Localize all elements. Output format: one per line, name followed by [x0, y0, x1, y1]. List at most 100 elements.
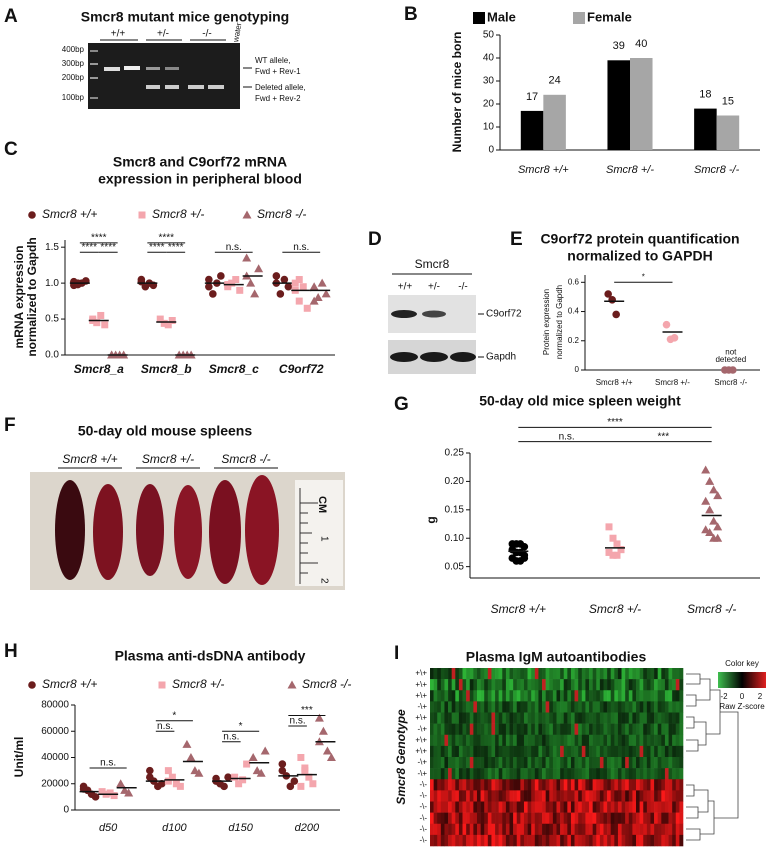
heatmap-cell	[462, 823, 467, 836]
heatmap-cell	[473, 834, 478, 847]
heatmap-cell	[484, 812, 489, 825]
heatmap-cell	[531, 701, 536, 713]
heatmap-cell	[628, 690, 633, 702]
heatmap-cell	[480, 734, 485, 747]
panel-label: F	[4, 415, 16, 436]
heatmap-cell	[542, 757, 546, 769]
y-tick-label: 0.0	[45, 350, 59, 361]
heatmap-cell	[632, 823, 637, 836]
heatmap-cell	[643, 701, 648, 713]
heatmap-cell	[495, 779, 499, 791]
heatmap-cell	[520, 745, 525, 758]
heatmap-cell	[527, 668, 532, 680]
x-tick-label: Smcr8_b	[141, 362, 192, 376]
heatmap-cell	[552, 701, 557, 713]
heatmap-cell	[473, 679, 478, 691]
heatmap-cell	[448, 701, 452, 713]
heatmap-cell	[672, 734, 677, 747]
heatmap-cell	[560, 745, 565, 758]
heatmap-cell	[466, 812, 471, 825]
heatmap-cell	[516, 745, 521, 758]
heatmap-cell	[578, 812, 583, 825]
legend-label: Smcr8 -/-	[257, 207, 306, 221]
heatmap-cell	[502, 734, 507, 747]
heatmap-cell	[578, 723, 583, 736]
heatmap-cell	[570, 723, 575, 736]
heatmap-cell	[495, 690, 499, 702]
heatmap-cell	[458, 779, 463, 791]
heatmap-cell	[538, 768, 543, 780]
data-point	[278, 766, 287, 775]
data-point	[609, 534, 617, 542]
heatmap-cell	[654, 668, 658, 680]
heatmap-cell	[614, 823, 619, 836]
panel-label: I	[394, 643, 399, 664]
heatmap-cell	[469, 668, 474, 680]
heatmap-cell	[599, 701, 604, 713]
heatmap-cell	[675, 823, 680, 836]
heatmap-cell	[646, 723, 651, 736]
heatmap-cell	[476, 779, 481, 791]
heatmap-cell	[668, 679, 673, 691]
heatmap-cell	[556, 690, 561, 702]
heatmap-cell	[437, 734, 442, 747]
heatmap-cell	[567, 745, 572, 758]
data-point	[520, 554, 529, 562]
heatmap-cell	[560, 768, 565, 780]
heatmap-cell	[625, 823, 630, 836]
heatmap-cell	[625, 723, 630, 736]
data-point	[713, 533, 723, 542]
heatmap-cell	[491, 779, 496, 791]
heatmap-cell	[574, 801, 579, 813]
data-point	[186, 753, 196, 761]
heatmap-cell	[473, 790, 478, 802]
heatmap-cell	[451, 834, 456, 847]
heatmap-cell	[646, 812, 651, 825]
legend-marker	[28, 681, 36, 689]
heatmap-cell	[668, 779, 673, 791]
group-label: Smcr8 -/-	[221, 452, 270, 466]
heatmap-cell	[487, 668, 492, 680]
data-point	[705, 505, 715, 514]
heatmap-cell	[451, 668, 456, 680]
heatmap-cell	[491, 834, 496, 847]
heatmap-cell	[581, 790, 586, 802]
heatmap-cell	[444, 679, 449, 691]
heatmap-cell	[516, 812, 521, 825]
heatmap-cell	[646, 690, 651, 702]
heatmap-cell	[484, 823, 489, 836]
heatmap-cell	[462, 790, 467, 802]
heatmap-cell	[451, 768, 456, 780]
heatmap-cell	[458, 812, 463, 825]
heatmap-cell	[430, 779, 434, 791]
heatmap-cell	[560, 679, 565, 691]
heatmap-cell	[563, 801, 568, 813]
heatmap-cell	[603, 801, 608, 813]
heatmap-cell	[617, 801, 622, 813]
heatmap-cell	[621, 801, 626, 813]
heatmap-cell	[552, 823, 557, 836]
heatmap-cell	[643, 668, 648, 680]
heatmap-cell	[476, 790, 481, 802]
y-axis-label: Protein expression	[542, 289, 551, 355]
heatmap-cell	[513, 668, 518, 680]
heatmap-cell	[430, 790, 434, 802]
heatmap-cell	[527, 723, 532, 736]
row-label: +\+	[415, 691, 427, 700]
heatmap-cell	[639, 712, 644, 724]
heatmap-cell	[599, 768, 604, 780]
heatmap-cell	[484, 834, 489, 847]
panel-title: 50-day old mouse spleens	[78, 423, 252, 439]
heatmap-cell	[534, 834, 539, 847]
heatmap-cell	[556, 679, 561, 691]
heatmap-cell	[646, 701, 651, 713]
significance-label: *	[172, 710, 176, 721]
heatmap-cell	[513, 812, 518, 825]
heatmap-cell	[668, 745, 673, 758]
heatmap-cell	[599, 823, 604, 836]
heatmap-cell	[527, 679, 532, 691]
heatmap-cell	[617, 712, 622, 724]
heatmap-cell	[484, 790, 489, 802]
heatmap-cell	[466, 690, 471, 702]
heatmap-cell	[549, 834, 554, 847]
